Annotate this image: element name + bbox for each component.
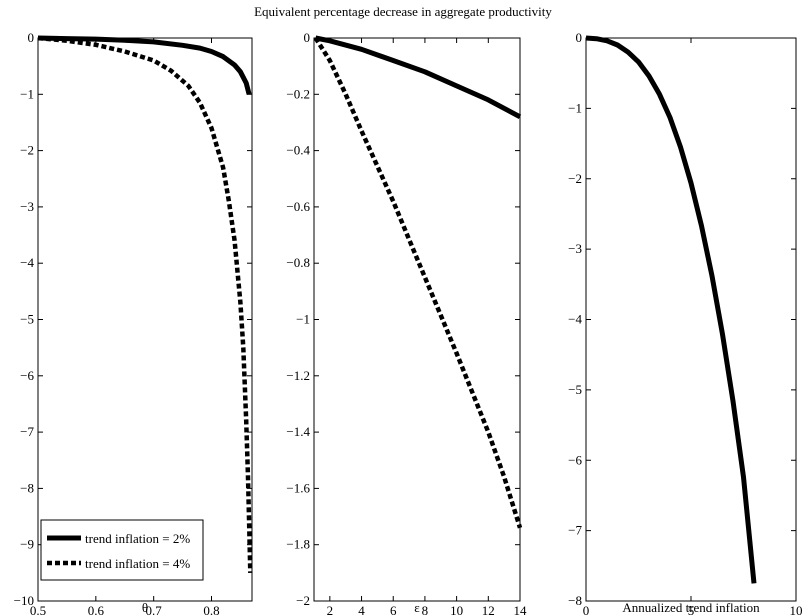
legend-box xyxy=(40,519,204,581)
axes-frame xyxy=(585,37,797,602)
y-tick-label: −7 xyxy=(568,523,582,538)
y-tick-label: −6 xyxy=(20,368,34,383)
x-tick-label: 0 xyxy=(583,603,590,616)
x-tick-label: 14 xyxy=(514,603,528,616)
x-tick-label: 0.6 xyxy=(88,603,105,616)
y-tick-label: −5 xyxy=(568,382,582,397)
y-tick-label: −4 xyxy=(20,255,34,270)
x-tick-label: 0.7 xyxy=(146,603,163,616)
x-tick-label: 10 xyxy=(450,603,463,616)
x-tick-label: 0.8 xyxy=(203,603,219,616)
y-tick-label: −2 xyxy=(296,593,310,608)
series-line xyxy=(37,35,253,573)
x-tick-label: 2 xyxy=(327,603,334,616)
y-tick-label: −1 xyxy=(296,312,310,327)
y-tick-label: −1.2 xyxy=(286,368,310,383)
y-tick-label: −3 xyxy=(568,241,582,256)
y-tick-label: −1.8 xyxy=(286,537,310,552)
y-tick-label: −0.8 xyxy=(286,255,310,270)
series-line xyxy=(313,36,523,529)
y-tick-label: −1.4 xyxy=(286,424,310,439)
axes-frame xyxy=(313,37,521,602)
series-line xyxy=(585,35,757,584)
y-tick-label: −6 xyxy=(568,452,582,467)
y-tick-label: −3 xyxy=(20,199,34,214)
x-tick-label: 8 xyxy=(422,603,429,616)
y-tick-label: 0 xyxy=(304,30,311,45)
panel-theta: 0.5 0.6 0.7 0.8 0 −1 −2 −3 −4 −5 −6 −7 −8 −9 −10 θ trend… xyxy=(14,30,253,616)
x-axis-label: θ xyxy=(142,600,148,615)
y-tick-label: −4 xyxy=(568,312,582,327)
x-tick-label: 10 xyxy=(790,603,803,616)
x-tick-label: 6 xyxy=(390,603,397,616)
y-tick-label: −2 xyxy=(568,171,582,186)
y-tick-label: −0.4 xyxy=(286,143,310,158)
y-tick-label: −0.2 xyxy=(286,86,310,101)
x-axis-label: Annualized trend inflation xyxy=(622,600,760,615)
y-tick-label: −0.6 xyxy=(286,199,310,214)
y-tick-label: −7 xyxy=(20,424,34,439)
y-tick-label: 0 xyxy=(28,30,35,45)
y-tick-label: 0 xyxy=(576,30,583,45)
series-line xyxy=(37,35,252,95)
y-tick-label: −9 xyxy=(20,537,34,552)
panel-trend-inflation: 0 5 10 0 −1 −2 −3 −4 −5 −6 −7 −8 Annualized trend in… xyxy=(568,30,802,616)
y-tick-label: −1.6 xyxy=(286,480,310,495)
x-tick-label: 0.5 xyxy=(30,603,46,616)
y-tick-label: −2 xyxy=(20,143,34,158)
figure-title: Equivalent percentage decrease in aggreg… xyxy=(254,4,552,19)
y-tick-label: −5 xyxy=(20,312,34,327)
legend-label: trend inflation = 2% xyxy=(85,531,190,546)
y-tick-label: −8 xyxy=(568,593,582,608)
x-tick-label: 12 xyxy=(482,603,495,616)
x-tick-label: 5 xyxy=(688,603,695,616)
y-tick-label: −1 xyxy=(20,86,34,101)
x-tick-label: 4 xyxy=(358,603,365,616)
y-tick-label: −8 xyxy=(20,480,34,495)
axes-frame xyxy=(37,37,253,602)
y-tick-label: −1 xyxy=(568,100,582,115)
x-axis-label: ε xyxy=(414,600,420,615)
series-line xyxy=(315,35,522,120)
y-tick-label: −10 xyxy=(14,593,34,608)
panel-epsilon: 2 4 6 8 10 12 14 0 −0.2 −0.4 −0.6 −0.8 −1 −1.2 −1.4 −1.… xyxy=(286,30,527,616)
legend-label: trend inflation = 4% xyxy=(85,556,190,571)
